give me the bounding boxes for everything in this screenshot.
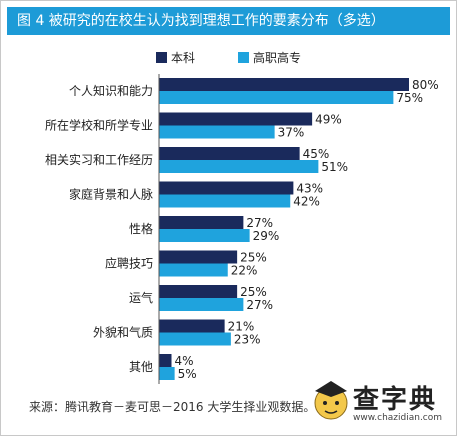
data-label: 29%: [253, 229, 280, 243]
category-label: 外貌和气质: [93, 325, 153, 340]
bar: [159, 147, 300, 160]
data-label: 25%: [240, 251, 267, 265]
legend-item-series2: 高职高专: [238, 49, 301, 66]
bar: [159, 216, 244, 229]
category-label: 其他: [129, 360, 153, 374]
data-label: 27%: [246, 216, 273, 230]
chart-title: 图 4 被研究的在校生认为找到理想工作的要素分布（多选）: [7, 7, 450, 35]
data-label: 22%: [231, 264, 258, 278]
category-label: 运气: [129, 290, 153, 305]
mascot-eye-right: [335, 401, 339, 405]
legend-label-series1: 本科: [171, 51, 196, 65]
bar: [159, 160, 319, 173]
bar: [159, 319, 225, 333]
bar: [159, 229, 250, 242]
category-label: 个人知识和能力: [69, 84, 153, 98]
bar: [159, 332, 231, 346]
mascot-smile: [324, 410, 338, 414]
data-label: 51%: [321, 160, 348, 174]
category-label: 性格: [129, 221, 153, 236]
watermark-logo: 查字典 www.chazidian.com: [301, 373, 451, 431]
category-label: 相关实习和工作经历: [45, 152, 153, 167]
data-label: 4%: [175, 354, 194, 368]
bar: [159, 181, 294, 195]
data-label: 21%: [228, 320, 255, 334]
category-label: 所在学校和所学专业: [45, 118, 153, 133]
bar: [159, 285, 238, 298]
bar: [159, 263, 228, 277]
bar: [159, 354, 172, 367]
legend-swatch-series2: [238, 52, 249, 63]
data-label: 37%: [278, 126, 305, 140]
source-note: 来源：腾讯教育－麦可思－2016 大学生择业观数据。: [29, 400, 316, 414]
data-label: 25%: [240, 285, 267, 299]
category-label: 应聘技巧: [105, 256, 153, 271]
legend-item-series1: 本科: [156, 49, 195, 66]
watermark-text: 查字典: [353, 385, 438, 415]
graduation-cap-icon: [315, 381, 347, 397]
data-label: 45%: [303, 147, 330, 161]
bar: [159, 125, 275, 139]
data-label: 75%: [396, 91, 423, 105]
legend-label-series2: 高职高专: [253, 51, 302, 65]
data-label: 27%: [246, 298, 273, 312]
data-label: 80%: [412, 78, 439, 92]
bar: [159, 78, 409, 91]
watermark-graphic: [314, 381, 348, 420]
data-label: 23%: [234, 333, 261, 347]
bar: [159, 298, 244, 311]
data-label: 42%: [293, 195, 320, 209]
legend-swatch-series1: [156, 52, 167, 63]
data-label: 5%: [178, 367, 197, 381]
bar: [159, 194, 291, 208]
category-label: 家庭背景和人脉: [69, 187, 153, 202]
data-label: 49%: [315, 113, 342, 127]
mascot-eye-left: [323, 401, 327, 405]
bar: [159, 367, 175, 380]
bar: [159, 91, 394, 104]
bar: [159, 250, 238, 264]
bar: [159, 112, 313, 126]
watermark-url: www.chazidian.com: [353, 413, 443, 423]
data-label: 43%: [296, 182, 323, 196]
